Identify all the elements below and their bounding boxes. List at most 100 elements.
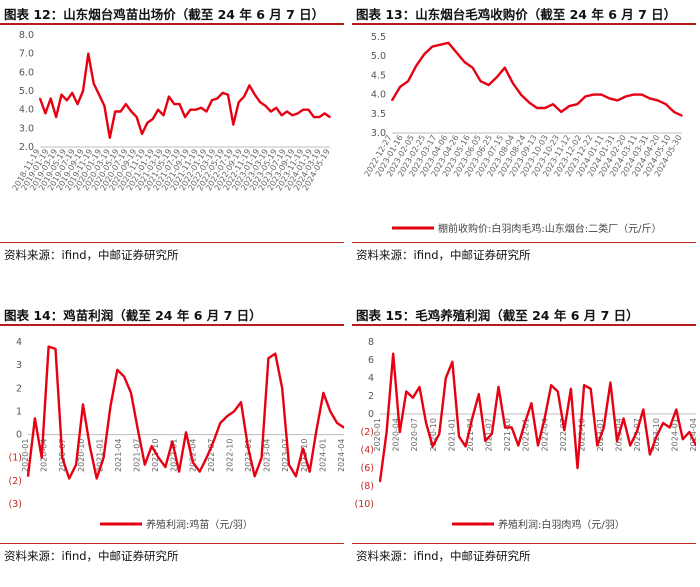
series-line [390,41,683,117]
x-tick-label: 2020-04 [40,439,49,472]
data-point [552,103,554,105]
x-tick-label: 2020-07 [410,418,419,451]
data-point [673,111,675,113]
data-point [323,112,326,115]
y-tick-label: 1 [16,406,22,417]
data-point [44,112,47,115]
data-point [82,403,84,406]
x-tick-label: 2021-01 [447,418,456,451]
data-point [130,110,133,113]
data-point [98,93,100,96]
data-point [66,99,68,102]
data-point [125,103,127,105]
x-tick-label: 2024-04 [337,439,344,472]
y-tick-label: 4.0 [19,105,34,116]
x-tick-label: 2023-04 [263,439,272,472]
x-tick-label: 2021-10 [151,439,160,472]
data-point [168,95,170,98]
y-tick-label: 2 [368,391,374,402]
y-tick-label: 4 [16,337,22,348]
data-point [576,467,579,469]
data-point [227,93,229,96]
chart-title: 图表 12：山东烟台鸡苗出场价（截至 24 年 6 月 7 日） [4,7,325,22]
data-point [270,110,272,113]
data-point [570,388,572,390]
data-point [648,97,651,100]
x-tick-label: 2024-04 [689,418,696,451]
chart-panel-broiler-profit: 图表 15：毛鸡养殖利润（截至 24 年 6 月 7 日） 8 6 4 2 0 (2) (4… [352,301,696,587]
x-tick-label: 2022-10 [577,418,586,451]
y-tick-label: 8 [368,337,374,348]
x-tick-label: 2022-04 [188,439,197,472]
data-point [109,406,112,408]
data-point [563,429,566,431]
legend-label: 养殖利润:白羽肉鸡（元/羽） [498,518,625,531]
title-rule [0,23,344,25]
y-tick-label: 2.0 [19,142,34,153]
data-point [556,390,559,393]
data-point [198,470,201,473]
data-point [54,348,57,350]
data-point [584,95,587,98]
data-point [264,105,267,107]
data-point [178,103,181,105]
line-chart-chick-price: 8.07.06.05.04.03.02.02018-11-192019-01-1… [11,30,332,192]
data-point [87,52,90,55]
source-note: 资料来源：ifind，中邮证券研究所 [4,549,179,563]
data-point [392,352,394,355]
data-point [665,103,667,105]
data-point [260,456,263,459]
y-tick-label: 5.0 [371,51,386,62]
data-point [438,433,441,435]
data-point [458,435,460,438]
y-tick-label: (3) [9,499,22,510]
data-point [447,41,450,44]
data-point [329,116,331,118]
data-point [576,103,579,105]
chart-panel-chick-price: 图表 12：山东烟台鸡苗出场价（截至 24 年 6 月 7 日） 8.0 7.0 6… [0,0,344,286]
data-point [695,444,696,447]
x-tick-label: 2024-01 [318,439,327,472]
data-point [596,444,599,447]
data-point [560,111,562,113]
data-point [192,461,194,464]
data-point [616,440,618,442]
data-point [379,480,381,483]
data-point [592,93,595,96]
data-point [536,107,538,109]
data-point [313,116,315,118]
data-point [512,82,514,84]
data-point [185,431,187,434]
data-point [226,415,229,417]
data-point [237,101,240,103]
data-point [415,65,417,67]
source-rule [352,242,696,243]
data-point [391,99,393,102]
data-point [301,447,304,450]
data-point [600,93,603,96]
data-point [295,475,297,478]
x-tick-label: 2021-01 [95,439,104,472]
y-tick-label: 3 [16,360,22,371]
y-tick-label: 0 [368,409,374,420]
data-point [280,114,283,117]
data-point [451,361,454,363]
data-point [308,470,311,473]
chart-panel-broiler-price: 图表 13：山东烟台毛鸡收购价（截至 24 年 6 月 7 日） 5.5 5.0 4… [352,0,696,286]
x-tick-label: 2020-04 [392,418,401,451]
data-point [423,53,426,56]
data-point [657,99,659,102]
data-point [248,84,251,87]
data-point [296,112,299,115]
data-point [399,86,401,88]
chart-title: 图表 13：山东烟台毛鸡收购价（截至 24 年 6 月 7 日） [356,7,677,22]
y-tick-label: (2) [9,476,22,487]
y-tick-label: 7.0 [19,49,34,60]
data-point [688,431,691,433]
x-tick-label: 2021-10 [503,418,512,451]
data-point [524,422,526,424]
x-tick-label: 2020-10 [77,439,86,472]
x-tick-label: 2021-07 [485,418,494,451]
data-point [520,93,522,96]
data-point [71,92,74,94]
